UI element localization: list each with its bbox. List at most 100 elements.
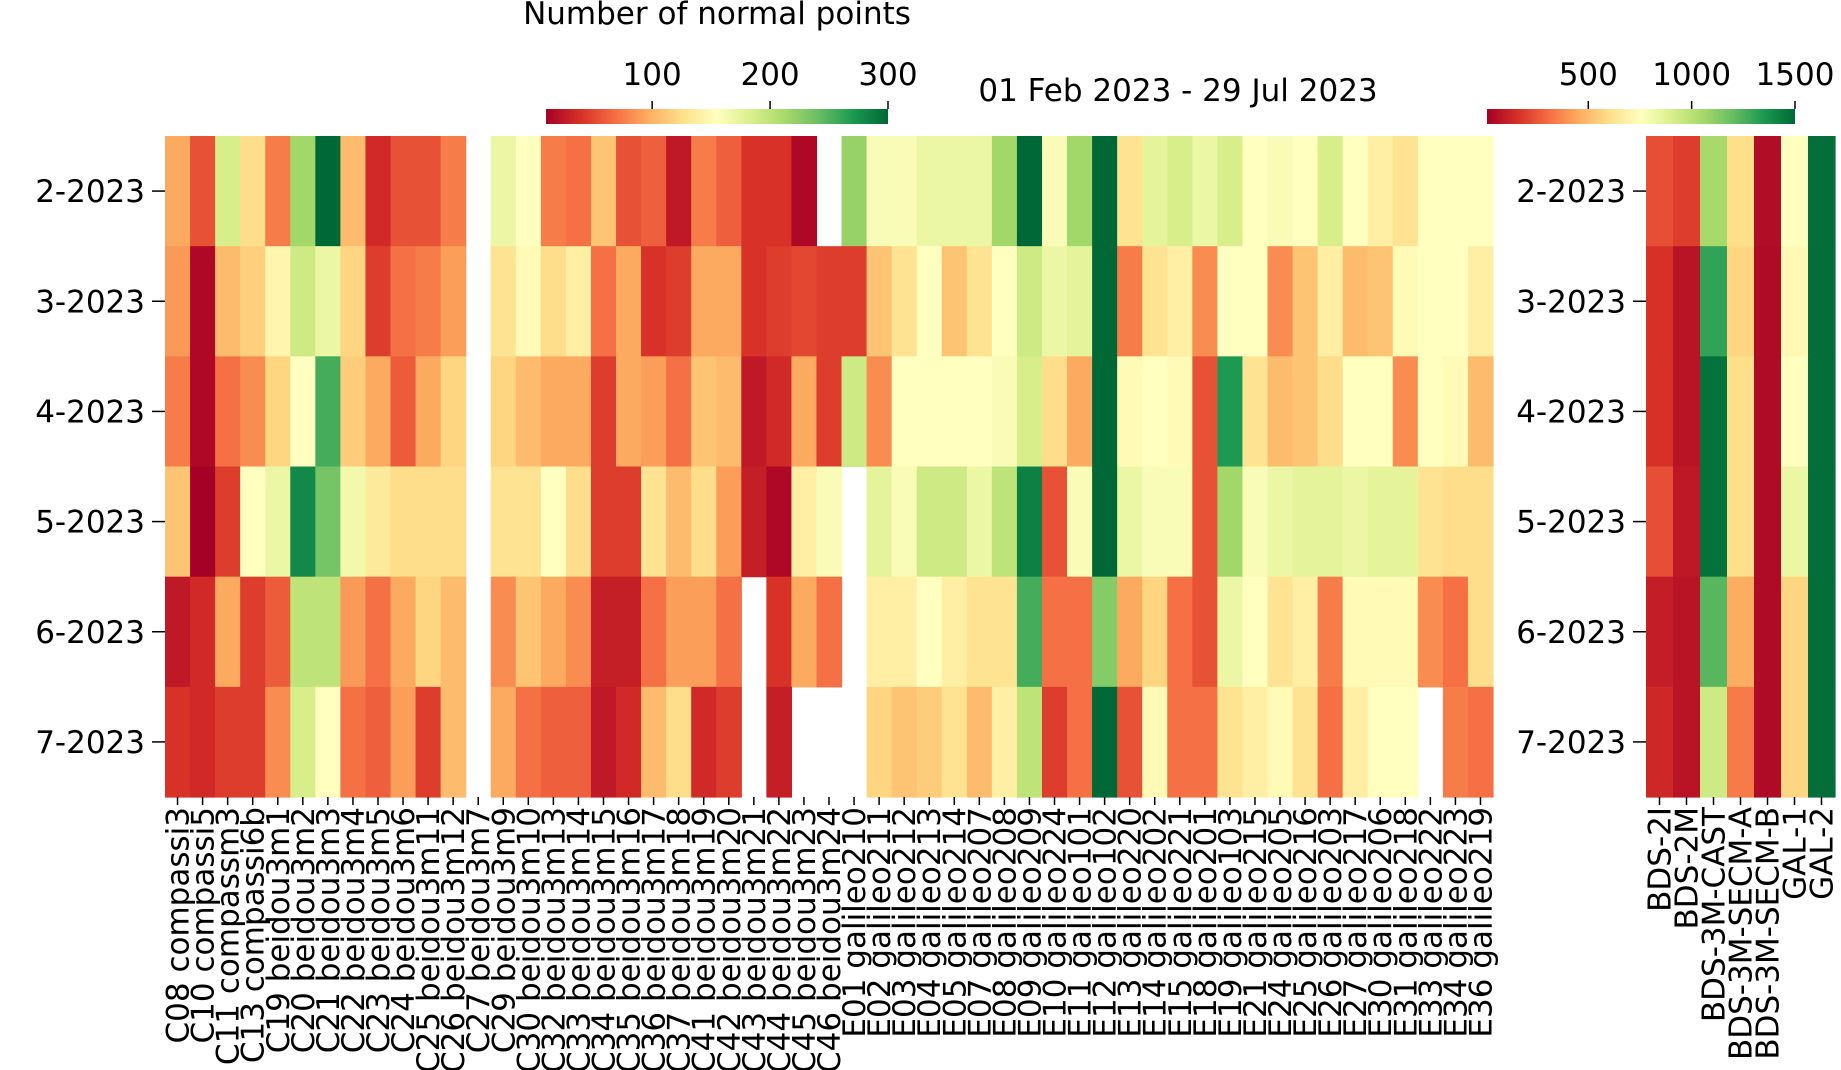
heatmap-cell [1442,576,1469,688]
heatmap-cell [1673,686,1701,798]
heatmap-cell [1142,136,1168,247]
heatmap-cell [1267,576,1294,688]
heatmap-cell [1217,466,1244,578]
heatmap-cell [415,136,442,247]
heatmap-cell [1041,466,1068,578]
x-tick-label: C21 beidou3m3 [311,807,347,1053]
heatmap-cell [290,136,316,247]
heatmap-cell [590,246,617,357]
heatmap-cell [1781,686,1809,798]
heatmap-cell [691,466,717,578]
x-tick-label: BDS-2M [1670,807,1706,929]
heatmap-cell [616,136,642,247]
heatmap-cell [1117,356,1143,468]
heatmap-cell [1217,356,1244,468]
heatmap-cell [741,356,767,468]
heatmap-cell [1417,136,1444,247]
x-tick-label: E15 galileo221 [1163,807,1199,1038]
heatmap-cell [1092,136,1118,247]
heatmap-cell [841,136,868,247]
heatmap-cell [1242,576,1269,688]
heatmap-cell [1167,246,1193,357]
heatmap-cell [1342,246,1369,357]
y-tick-label: 5-2023 [35,505,145,541]
x-tick-label: GAL-1 [1778,807,1814,900]
heatmap-cell [666,686,692,798]
heatmap-cell [290,576,316,688]
heatmap-cell [190,466,216,578]
heatmap-cell [1067,466,1093,578]
heatmap-cell [1242,466,1269,578]
heatmap-cell [1646,356,1674,468]
heatmap-cell [1392,136,1419,247]
heatmap-cell [1117,246,1143,357]
heatmap-cell [490,466,517,578]
x-tick-label: C08 compassi3 [161,807,197,1043]
heatmap-cell [190,136,216,247]
heatmap-cell [641,136,667,247]
heatmap-cell [315,356,341,468]
heatmap-cell [1292,686,1319,798]
x-tick-label: C32 beidou3m13 [536,807,572,1070]
heatmap-cell [691,686,717,798]
heatmap-cell [1417,466,1444,578]
heatmap-cell [1673,576,1701,688]
heatmap-cell [1367,356,1394,468]
heatmap-cell [165,576,191,688]
heatmap-cell [1167,576,1193,688]
x-tick-label: C45 beidou3m23 [787,807,823,1070]
heatmap-cell [1292,466,1319,578]
heatmap-cell [1192,136,1218,247]
heatmap-cell [515,246,542,357]
x-tick-label: C33 beidou3m14 [561,807,597,1070]
heatmap-cell [1041,246,1068,357]
heatmap-cell [991,576,1018,688]
heatmap-cell [190,576,216,688]
heatmap-cell [1754,576,1782,688]
heatmap-cell [215,356,241,468]
heatmap-cell [991,686,1018,798]
heatmap-cell [265,246,291,357]
heatmap-cell [440,136,467,247]
colorbar [546,109,888,124]
heatmap-cell [791,466,818,578]
heatmap-cell [1117,136,1143,247]
y-tick-label: 7-2023 [1516,725,1626,761]
heatmap-cell [1754,356,1782,468]
heatmap-cell [916,686,943,798]
x-tick-label: C43 beidou3m21 [737,807,773,1070]
heatmap-cell [1646,466,1674,578]
x-tick-label: E34 galileo223 [1438,807,1474,1038]
x-tick-label: E09 galileo209 [1012,807,1048,1038]
heatmap-cell [1267,356,1294,468]
heatmap-cell [941,576,968,688]
heatmap-cell [1781,356,1809,468]
heatmap-cell [1727,576,1755,688]
x-tick-label: E27 galileo217 [1338,807,1374,1038]
heatmap-cell [1392,686,1419,798]
heatmap-cell [1467,576,1494,688]
heatmap-cell [791,246,818,357]
heatmap-cell [1142,576,1168,688]
heatmap-cell [691,356,717,468]
x-tick-label: C11 compassm3 [211,807,247,1065]
heatmap-cell [616,576,642,688]
heatmap-cell [590,136,617,247]
x-tick-label: E10 galileo224 [1038,807,1074,1038]
heatmap-cell [315,136,341,247]
heatmap-cell [1467,356,1494,468]
heatmap-cell [1781,466,1809,578]
heatmap-cell [991,466,1018,578]
heatmap-cell [1367,246,1394,357]
heatmap-cell [1727,466,1755,578]
heatmap-cell [1041,356,1068,468]
heatmap-cell [616,686,642,798]
heatmap-cell [991,136,1018,247]
heatmap-cell [1673,356,1701,468]
y-tick-label: 5-2023 [1516,505,1626,541]
heatmap-cell [966,246,993,357]
heatmap-cell [440,576,467,688]
heatmap-cell [1700,466,1728,578]
heatmap-cell [866,246,893,357]
heatmap-cell [1646,246,1674,357]
